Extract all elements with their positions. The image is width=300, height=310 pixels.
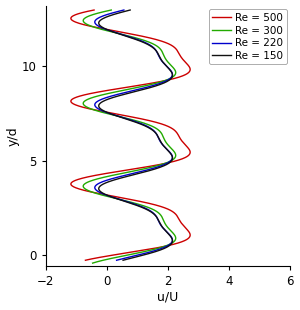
Re = 150 [117,115,120,118]
Legend: Re = 500, Re = 300, Re = 220, Re = 150: Re = 500, Re = 300, Re = 220, Re = 150 [209,9,287,64]
Re = 220 [122,8,126,12]
Re = 500 [92,8,96,12]
Line: Re = 500: Re = 500 [71,10,190,260]
Line: Re = 300: Re = 300 [83,10,176,263]
Re = 220 [169,69,173,73]
Re = 500 [170,43,173,47]
Re = 500 [152,247,155,250]
Re = 300 [154,43,158,47]
Re = 150 [100,108,104,112]
Re = 220 [118,115,121,118]
Re = 220 [94,100,98,104]
Re = 300 [156,247,159,250]
Re = 300 [174,69,177,73]
Re = 300 [92,108,96,112]
Re = 220 [148,43,152,47]
Re = 500 [69,100,73,104]
X-axis label: u/U: u/U [157,291,178,304]
Re = 150 [128,8,132,12]
Re = 150 [148,43,151,47]
Re = 500 [128,115,131,118]
Re = 300 [82,100,85,104]
Re = 220 [98,108,102,112]
Line: Re = 150: Re = 150 [99,10,172,260]
Y-axis label: y/d: y/d [6,126,19,146]
Re = 500 [188,69,191,73]
Re = 150 [162,247,166,250]
Re = 150 [100,100,103,104]
Re = 150 [169,69,173,73]
Re = 300 [118,115,121,118]
Re = 500 [92,108,96,112]
Re = 300 [110,8,113,12]
Line: Re = 220: Re = 220 [95,10,172,260]
Re = 220 [160,247,163,250]
